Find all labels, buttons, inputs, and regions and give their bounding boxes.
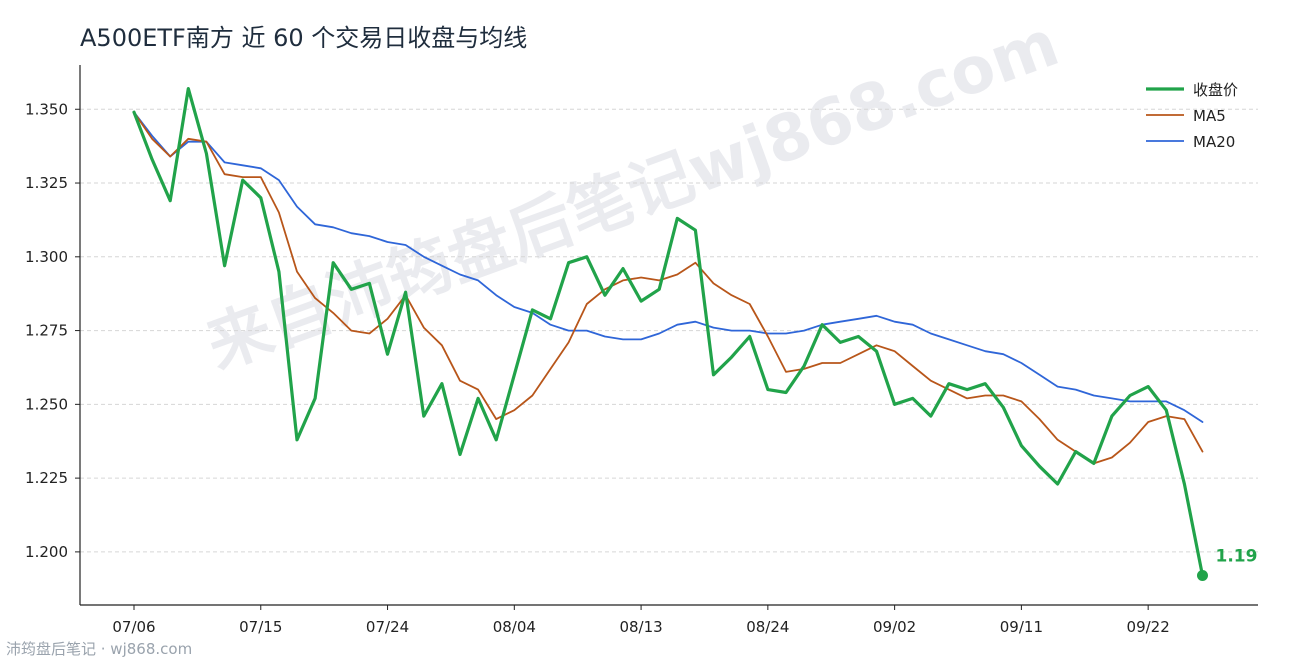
legend-ma20-label: MA20 bbox=[1193, 133, 1235, 151]
y-tick-label: 1.275 bbox=[25, 322, 68, 340]
y-tick-label: 1.250 bbox=[25, 395, 68, 413]
series-line-ma5 bbox=[133, 111, 1204, 465]
grid-lines bbox=[80, 108, 1258, 553]
y-tick-label: 1.325 bbox=[25, 174, 68, 192]
watermark-text: 来自沛筠盘后笔记wj868.com bbox=[198, 7, 1069, 384]
y-tick-label: 1.300 bbox=[25, 248, 68, 266]
y-tick-label: 1.350 bbox=[25, 100, 68, 118]
x-tick-label: 09/11 bbox=[1000, 618, 1043, 636]
legend-close-label: 收盘价 bbox=[1193, 81, 1238, 99]
axes: 1.200 1.225 1.250 1.275 1.300 1.325 1.350 07/06… bbox=[25, 65, 1258, 636]
series-lines: 1.19 bbox=[132, 86, 1257, 581]
y-tick-label: 1.200 bbox=[25, 543, 68, 561]
y-tick-label: 1.225 bbox=[25, 469, 68, 487]
x-tick-label: 07/06 bbox=[112, 618, 155, 636]
x-tick-label: 08/04 bbox=[493, 618, 536, 636]
series-line-close bbox=[132, 86, 1205, 578]
x-tick-label: 09/02 bbox=[873, 618, 916, 636]
x-tick-label: 07/24 bbox=[366, 618, 409, 636]
chart-title: A500ETF南方 近 60 个交易日收盘与均线 bbox=[80, 24, 528, 52]
x-tick-label: 08/24 bbox=[746, 618, 789, 636]
last-close-label: 1.19 bbox=[1215, 546, 1257, 566]
x-tick-label: 08/13 bbox=[619, 618, 662, 636]
x-tick-label: 07/15 bbox=[239, 618, 282, 636]
legend-ma5-label: MA5 bbox=[1193, 107, 1226, 125]
legend: 收盘价 MA5 MA20 bbox=[1146, 81, 1238, 151]
x-tick-label: 09/22 bbox=[1127, 618, 1170, 636]
footer-credit: 沛筠盘后笔记 · wj868.com bbox=[6, 640, 193, 658]
last-close-point bbox=[1196, 569, 1208, 581]
series-line-ma20 bbox=[133, 111, 1204, 423]
